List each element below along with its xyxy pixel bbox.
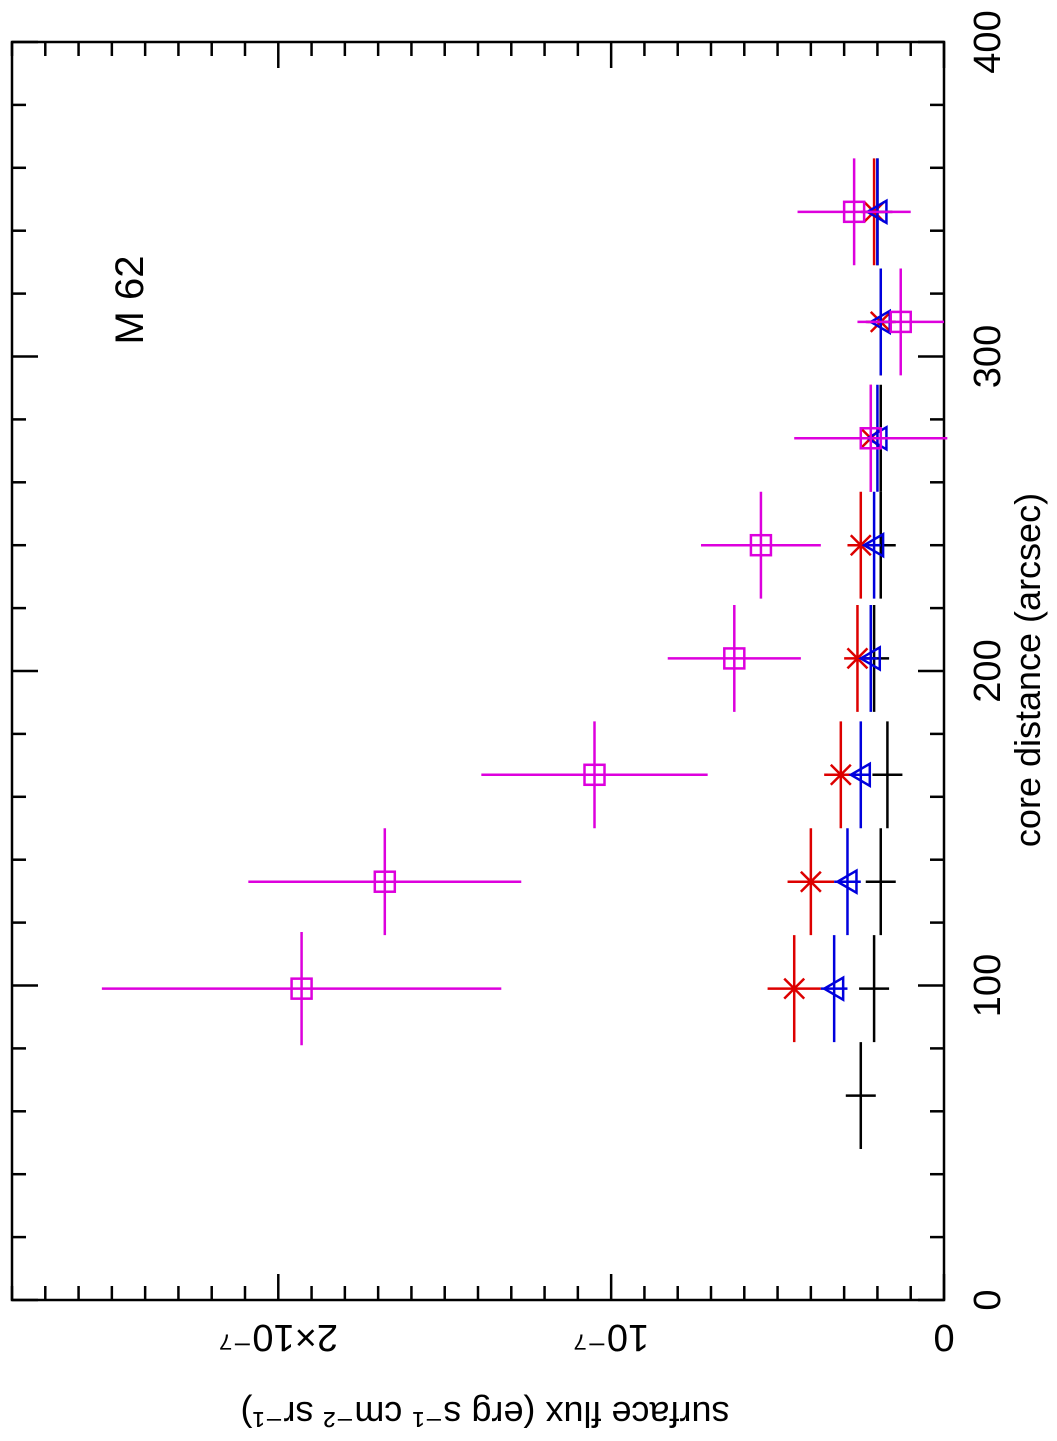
plot-frame <box>10 40 946 1302</box>
x-tick-label: 200 <box>967 639 1009 702</box>
x-axis-label: core distance (arcsec) <box>1007 493 1048 847</box>
square-marker <box>889 310 912 334</box>
series-blue-triangle <box>820 158 892 1043</box>
asterisk-marker <box>799 870 822 893</box>
x-tick-label: 0 <box>967 1289 1009 1310</box>
asterisk-marker <box>829 763 852 786</box>
square-marker <box>723 647 746 670</box>
series-magenta-square <box>101 158 948 1046</box>
x-tick-label: 100 <box>967 954 1009 1017</box>
x-tick-label: 400 <box>967 10 1009 73</box>
asterisk-marker <box>849 534 872 557</box>
triangle-marker <box>821 975 845 1002</box>
square-marker <box>290 977 313 1000</box>
x-tick-label: 300 <box>967 325 1009 388</box>
y-tick-label: 2×10⁻⁷ <box>219 1316 338 1358</box>
triangle-marker <box>834 868 858 895</box>
y-tick-label: 10⁻⁷ <box>573 1316 649 1358</box>
series-red-asterisk <box>767 158 895 1043</box>
square-marker <box>583 763 606 787</box>
data-marks <box>101 158 948 1150</box>
square-marker <box>859 427 883 450</box>
square-marker <box>749 533 773 557</box>
asterisk-marker <box>783 977 806 1000</box>
y-tick-label: 0 <box>933 1316 954 1358</box>
asterisk-marker <box>846 647 869 670</box>
square-marker <box>842 200 866 224</box>
square-marker <box>373 870 397 893</box>
triangle-marker <box>848 761 872 788</box>
axis-ticks <box>10 40 946 1302</box>
chart-title: M 62 <box>108 256 152 345</box>
triangle-marker <box>858 645 882 672</box>
y-axis-label: surface flux (erg s⁻¹ cm⁻² sr⁻¹) <box>240 1394 729 1435</box>
triangle-marker <box>861 532 885 559</box>
tick-labels: 0 100 200 300 400 0 10⁻⁷ 2×10⁻⁷ <box>219 10 1009 1358</box>
